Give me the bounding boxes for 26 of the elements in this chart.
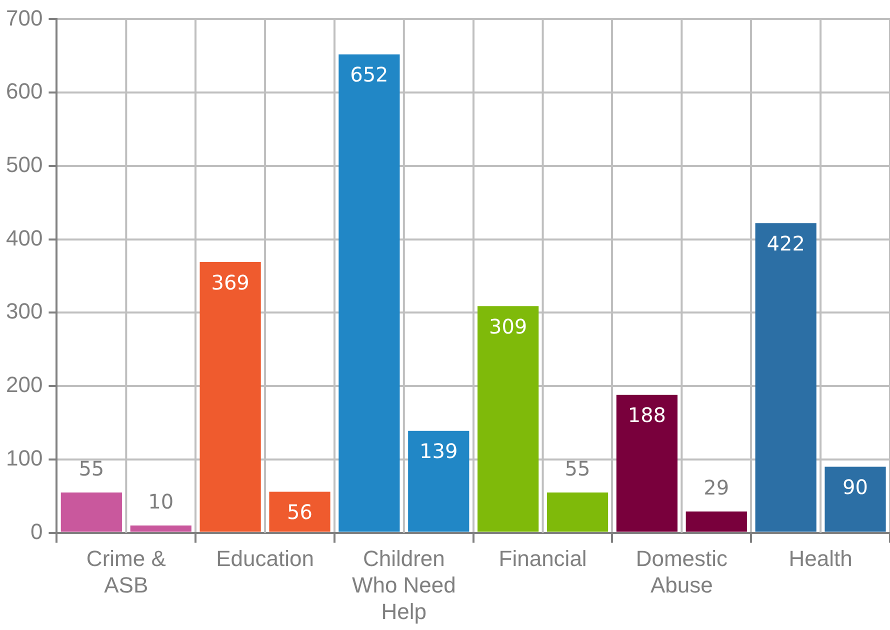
data-label: 422 [766,231,805,256]
x-tick-label: Health [788,546,852,572]
data-label: 55 [564,456,590,481]
data-label: 188 [628,403,666,428]
y-tick-label: 200 [6,372,43,398]
x-tick-label: Domestic Abuse [636,546,728,598]
x-tick-label: Financial [498,546,587,572]
data-label: 652 [350,62,388,87]
x-tick-label: Crime & ASB [86,546,166,598]
data-label: 56 [287,500,312,524]
data-label: 29 [704,476,730,500]
y-tick-label: 700 [6,5,43,30]
y-tick-label: 100 [6,445,43,470]
data-label: 10 [148,490,174,514]
x-tick-label: Children Who Need Help [352,546,456,624]
data-label: 369 [211,270,250,294]
y-tick-label: 300 [6,298,43,324]
y-tick-label: 500 [6,152,43,178]
data-label: 309 [488,314,528,338]
data-label: 55 [78,456,104,481]
y-tick-label: 0 [30,518,43,544]
x-tick-label: Education [216,546,314,572]
y-tick-label: 600 [6,78,43,104]
y-tick-label: 400 [6,225,43,250]
data-label: 90 [842,474,868,499]
data-label: 139 [420,439,458,464]
